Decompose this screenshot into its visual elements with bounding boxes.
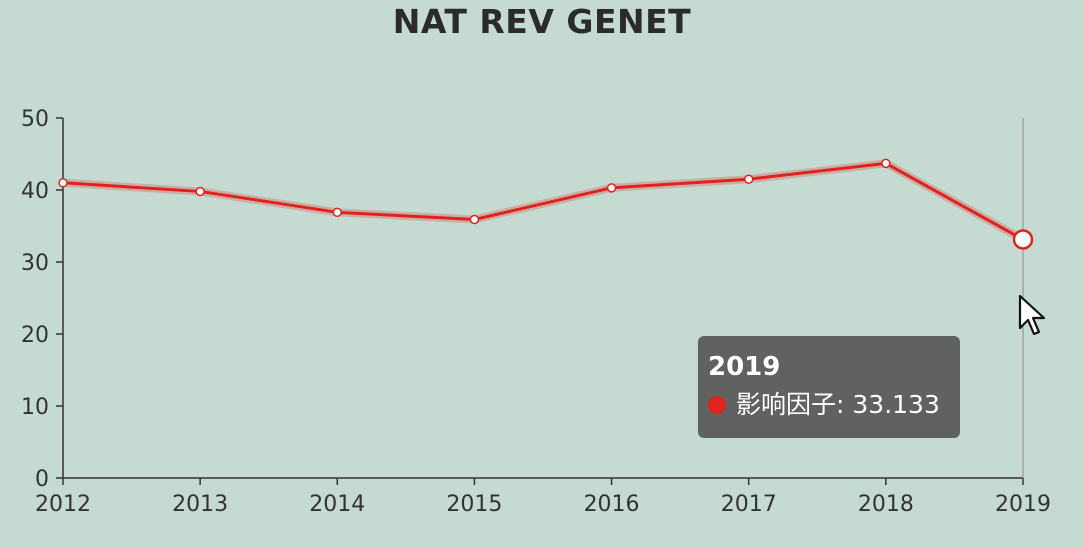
y-tick-label: 30: [21, 251, 49, 276]
chart-title: NAT REV GENET: [392, 2, 692, 41]
data-point[interactable]: [195, 186, 205, 197]
series-line: [62, 161, 1024, 241]
tooltip-row: 影响因子: 33.133: [708, 390, 950, 420]
x-tick-label: 2012: [35, 492, 91, 517]
x-tick-label: 2015: [446, 492, 502, 517]
y-tick-label: 10: [21, 395, 49, 420]
series-line-glow: [62, 159, 1025, 243]
x-tick-label: 2017: [721, 492, 777, 517]
x-axis-tick-labels: 2012 2013 2014 2015 2016 2017 2018 2019: [35, 492, 1051, 517]
pointer-arrow-icon: [1018, 294, 1046, 336]
data-tooltip: 2019 影响因子: 33.133: [698, 336, 960, 438]
y-tick-label: 40: [21, 179, 49, 204]
x-tick-label: 2014: [309, 492, 365, 517]
data-point[interactable]: [332, 207, 343, 218]
y-axis-tick-labels: 0 10 20 30 40 50: [21, 107, 49, 492]
data-point[interactable]: [881, 158, 891, 169]
x-tick-label: 2016: [584, 492, 640, 517]
tooltip-series-name: 影响因子: [736, 390, 837, 419]
data-point[interactable]: [606, 183, 617, 193]
x-tick-label: 2019: [995, 492, 1051, 517]
y-tick-label: 0: [35, 467, 49, 492]
tooltip-title: 2019: [708, 352, 781, 382]
chart-axes: [56, 117, 1024, 485]
tooltip-value: 33.133: [852, 390, 940, 419]
tooltip-series-dot: [708, 396, 726, 414]
data-point[interactable]: [58, 178, 68, 188]
data-point[interactable]: [469, 214, 480, 225]
series-layer: [62, 159, 1025, 243]
x-tick-label: 2018: [858, 492, 914, 517]
y-tick-label: 20: [21, 323, 49, 348]
points-layer: [58, 158, 1034, 250]
tooltip-separator: :: [836, 390, 853, 419]
data-point[interactable]: [743, 174, 754, 184]
y-tick-label: 50: [21, 107, 49, 132]
data-point-highlighted[interactable]: [1012, 229, 1034, 250]
x-tick-label: 2013: [172, 492, 228, 517]
